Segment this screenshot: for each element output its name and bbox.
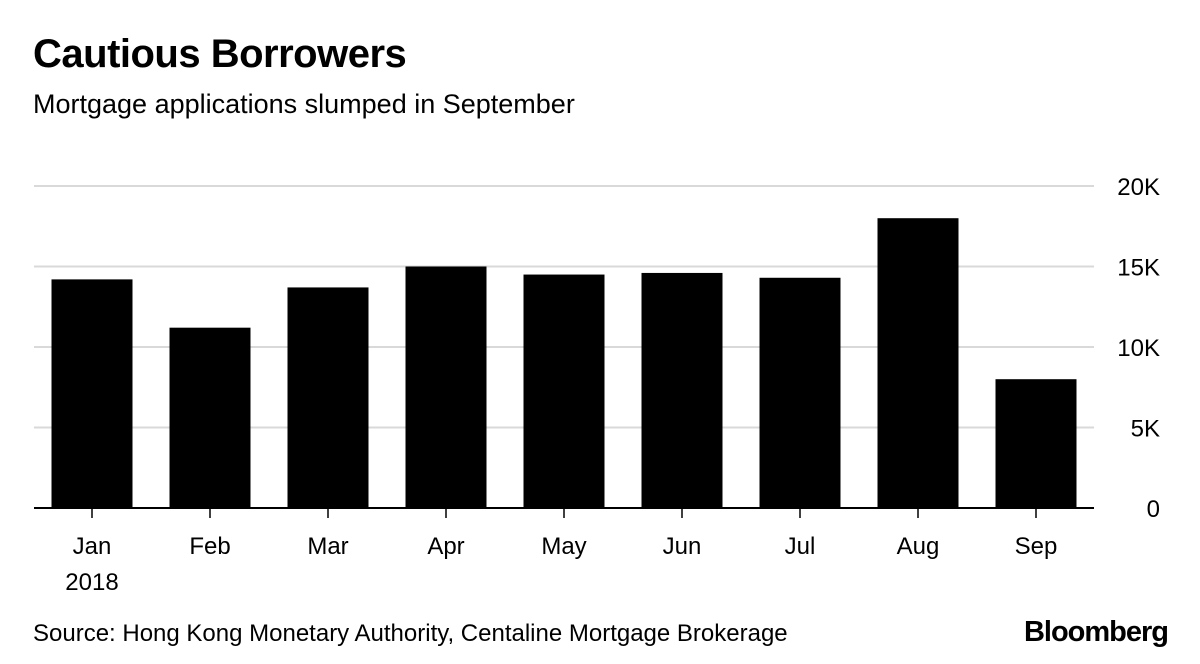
chart-subtitle: Mortgage applications slumped in Septemb… [33,89,575,119]
y-tick-label: 5K [1131,416,1160,443]
tick-labels: 0 5K 10K 15K 20K Jan Feb Mar Apr May Jun Jul Aug Sep 2… [65,174,1160,596]
x-tick-label: Jul [785,533,816,560]
x-tick-label: Mar [307,533,348,560]
axes [34,507,1094,518]
bars [51,218,1077,508]
x-tick-label: May [541,533,586,560]
bar-mar [287,287,369,508]
x-tick-label: Feb [189,533,230,560]
y-tick-label: 20K [1117,174,1160,201]
bar-feb [169,327,251,508]
bar-apr [405,266,487,508]
chart-title: Cautious Borrowers [33,32,407,76]
year-label: 2018 [65,569,118,596]
bar-jun [641,272,723,508]
bar-jan [51,279,133,508]
source-note: Source: Hong Kong Monetary Authority, Ce… [33,620,788,647]
x-tick-label: Jun [663,533,702,560]
x-tick-label: Aug [897,533,940,560]
bar-may [523,274,605,508]
y-tick-label: 0 [1147,496,1160,523]
x-tick-label: Apr [427,533,464,560]
x-tick-label: Sep [1015,533,1058,560]
bloomberg-logo: Bloomberg [1023,616,1169,648]
x-tick-label: Jan [73,533,112,560]
y-tick-label: 15K [1117,255,1160,282]
bar-jul [759,277,841,508]
y-tick-label: 10K [1117,335,1160,362]
bar-sep [995,379,1077,508]
bar-aug [877,218,959,508]
